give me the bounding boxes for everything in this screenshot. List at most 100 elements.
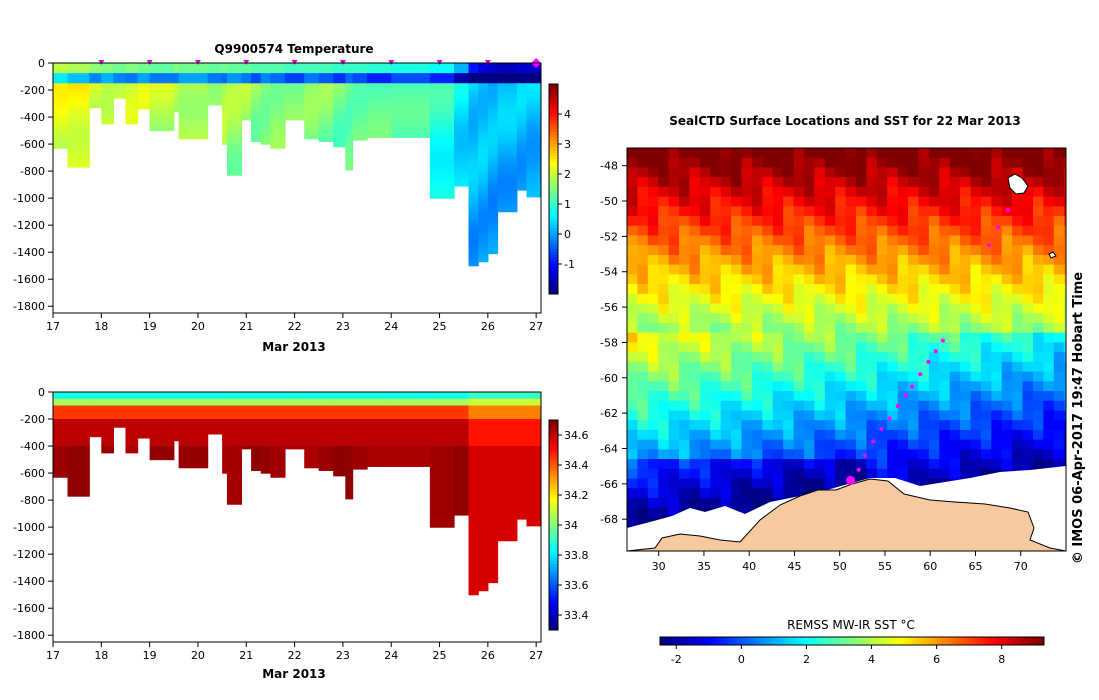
sst-cell <box>668 342 680 354</box>
sst-cell <box>960 284 972 296</box>
colorbar-segment <box>549 87 558 91</box>
sst-cell <box>699 449 711 461</box>
heatmap-cell <box>149 66 175 71</box>
heatmap-cell <box>125 442 139 447</box>
heatmap-cell <box>478 547 489 552</box>
colorbar-segment <box>549 264 558 268</box>
temperature-plot-frame <box>52 62 542 314</box>
sst-cell <box>876 284 888 296</box>
heatmap-cell <box>125 83 139 88</box>
heatmap-cell <box>333 120 346 125</box>
heatmap-cell <box>478 63 489 67</box>
sst-cell <box>960 400 972 412</box>
sst-cell <box>751 449 763 461</box>
sst-cell <box>908 556 919 567</box>
sst-cell <box>918 157 930 169</box>
heatmap-cell <box>318 402 334 407</box>
heatmap-cell <box>454 157 470 162</box>
sst-colorbar-segment <box>796 637 802 645</box>
sst-cell <box>928 468 940 480</box>
sst-cell <box>887 400 899 412</box>
sst-cell <box>876 157 888 169</box>
heatmap-cell <box>454 103 470 108</box>
heatmap-cell <box>222 398 228 403</box>
heatmap-cell <box>251 412 262 417</box>
heatmap-cell <box>270 113 286 118</box>
sst-cell <box>1012 303 1024 315</box>
sst-cell <box>720 274 732 286</box>
colorbar-tick-label: 1 <box>564 198 571 211</box>
x-tick-label: 23 <box>336 649 350 662</box>
heatmap-cell <box>137 96 151 101</box>
sst-cell <box>1064 391 1066 403</box>
sst-cell <box>731 216 743 228</box>
heatmap-cell <box>487 530 499 535</box>
sst-cell <box>898 556 909 567</box>
heatmap-cell <box>53 113 69 118</box>
sst-colorbar-segment <box>907 637 913 645</box>
heatmap-cell <box>367 429 392 434</box>
sst-cell <box>949 313 961 325</box>
heatmap-cell <box>241 113 252 118</box>
heatmap-cell <box>478 123 489 128</box>
heatmap-cell <box>101 63 114 67</box>
sst-cell <box>1043 420 1055 432</box>
heatmap-cell <box>478 83 489 88</box>
colorbar-segment <box>549 606 558 610</box>
sst-cell <box>689 420 701 432</box>
heatmap-cell <box>284 422 305 427</box>
map-x-tick-label: 35 <box>697 560 711 573</box>
colorbar-segment <box>549 108 558 112</box>
heatmap-cell <box>173 419 180 424</box>
heatmap-cell <box>516 130 528 135</box>
sst-cell <box>814 264 826 276</box>
heatmap-cell <box>468 258 479 263</box>
sst-cell <box>637 235 649 247</box>
sst-cell <box>647 284 659 296</box>
sst-cell <box>981 556 992 567</box>
heatmap-cell <box>526 479 541 484</box>
heatmap-cell <box>333 144 346 148</box>
heatmap-cell <box>478 164 489 169</box>
sst-colorbar-segment <box>830 637 836 645</box>
colorbar-segment <box>549 234 558 238</box>
sst-cell <box>939 148 951 159</box>
heatmap-cell <box>345 144 354 149</box>
heatmap-cell <box>226 120 243 125</box>
sst-cell <box>928 459 940 471</box>
heatmap-cell <box>468 419 479 424</box>
sst-cell <box>658 449 670 461</box>
sst-cell <box>1001 196 1013 208</box>
sst-cell <box>720 429 732 441</box>
sst-cell <box>647 313 659 325</box>
sst-cell <box>1032 225 1044 237</box>
y-tick-label: -1400 <box>13 575 45 588</box>
heatmap-cell <box>333 439 346 444</box>
heatmap-cell <box>487 194 499 199</box>
sst-cell <box>647 410 659 422</box>
heatmap-cell <box>226 130 243 135</box>
heatmap-cell <box>352 395 368 400</box>
sst-cell <box>772 381 784 393</box>
heatmap-cell <box>251 79 262 84</box>
heatmap-cell <box>345 147 354 152</box>
sst-cell <box>699 148 711 159</box>
sst-cell <box>741 293 753 305</box>
sst-colorbar-segment <box>826 637 832 645</box>
sst-cell <box>960 264 972 276</box>
sst-cell <box>876 313 888 325</box>
heatmap-cell <box>304 395 320 400</box>
sst-cell <box>1064 167 1066 179</box>
sst-cell <box>928 225 940 237</box>
heatmap-cell <box>516 419 528 424</box>
sst-cell <box>751 420 763 432</box>
heatmap-cell <box>526 83 541 88</box>
heatmap-cell <box>487 130 499 135</box>
y-tick-label: -1800 <box>13 629 45 642</box>
heatmap-cell <box>468 533 479 538</box>
map-x-tick-label: 45 <box>787 560 801 573</box>
sst-cell <box>689 478 701 490</box>
heatmap-cell <box>478 425 489 430</box>
sst-cell <box>980 293 992 305</box>
